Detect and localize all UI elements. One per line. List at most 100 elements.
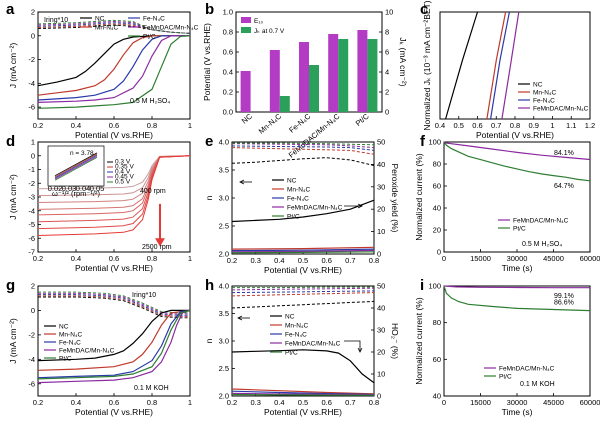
x-tick-label-h: 0.5	[298, 398, 308, 407]
disk-current-line-g	[37, 309, 191, 384]
right-tick-label-h: 30	[377, 326, 385, 335]
y-tick-label-g: 0	[31, 306, 35, 315]
y-tick-label-i: 80	[433, 318, 441, 327]
inset-x-axis-label-d: ω⁻¹/² (rpm⁻¹/²)	[52, 189, 100, 198]
legend-label-g: Pt/C	[59, 355, 72, 362]
y-tick-label-d: -6	[28, 234, 35, 243]
legend-label-e: Pt/C	[287, 213, 300, 220]
x-tick-label-e: 0.4	[274, 256, 284, 265]
y-tick-label-e: 2.0	[219, 250, 229, 259]
annotation-a: Iring*10	[44, 17, 68, 24]
x-axis-label-i: Time (s)	[502, 407, 533, 417]
y-tick-label-h: 3.0	[219, 337, 229, 346]
axis-arrowhead-left-e	[239, 179, 245, 185]
legend-label-e: Fe-N₄C	[287, 195, 309, 202]
electron-number-line-h	[231, 290, 375, 294]
inset-x-tick-label-d: 0.05	[90, 184, 105, 193]
y-tick-label-h: 2.5	[219, 364, 229, 373]
right-tick-label-e: 50	[377, 138, 385, 147]
y-tick-label-e: 4.0	[219, 138, 229, 147]
legend-label-b: E₁₀	[254, 18, 264, 25]
annotation-i: 99.1%	[554, 293, 574, 300]
x-tick-label-i: 30000	[507, 398, 528, 407]
legend-label-e: NC	[287, 177, 297, 184]
x-tick-label-c: 0.7	[491, 121, 501, 130]
annotation-f: 0.5 M H₂SO₄	[522, 241, 562, 248]
legend-label-a: Fe-N₄C	[143, 15, 165, 22]
legend-label-h: Pt/C	[285, 349, 298, 356]
x-tick-label-g: 0.4	[71, 398, 81, 407]
legend-label-b: Jₖ at 0.7 V	[254, 28, 285, 35]
right-axis-label-h: HO₂⁻ (%)	[390, 323, 400, 359]
right-tick-label-b: 0	[385, 108, 389, 117]
ring-current-line-a	[37, 22, 191, 34]
x-tick-label-g: 1	[188, 398, 192, 407]
x-tick-label-a: 0.8	[147, 121, 157, 130]
inset-x-tick-label-d: 0.02	[48, 184, 63, 193]
inset-kl-line-d	[54, 155, 98, 180]
electron-number-line-h	[232, 286, 374, 289]
annotation-f: 64.7%	[554, 183, 574, 190]
right-tick-label-e: 0	[377, 250, 381, 259]
x-tick-label-c: 1	[550, 121, 554, 130]
x-tick-label-a: 1	[188, 121, 192, 130]
x-tick-label-e: 0.2	[227, 256, 237, 265]
legend-label-g: Mn-N₄C	[59, 331, 83, 338]
panel-label-g: g	[6, 277, 15, 294]
y-tick-label-b: 0.6	[223, 48, 233, 57]
y-tick-label-g: 2	[31, 282, 35, 291]
hydroperoxide-yield-line-h	[231, 393, 375, 396]
right-tick-label-h: 40	[377, 304, 385, 313]
y-tick-label-d: -4	[28, 206, 35, 215]
y-tick-label-i: 60	[433, 355, 441, 364]
y-tick-label-g: -4	[28, 355, 35, 364]
x-tick-label-i: 0	[442, 398, 446, 407]
disk-current-line-a	[37, 35, 190, 101]
y-tick-label-d: -7	[28, 248, 35, 257]
lsv-rpm-line-d	[37, 155, 191, 236]
annotation-a: 0.5 M H₂SO₄	[130, 98, 170, 105]
x-tick-label-h: 0.8	[369, 398, 379, 407]
plot-frame-f	[443, 141, 591, 253]
right-axis-label-e: Peroxide yield (%)	[390, 164, 400, 233]
x-tick-label-d: 0.6	[109, 254, 119, 263]
y-tick-label-d: -5	[28, 220, 35, 229]
x-tick-label-e: 0.6	[321, 256, 331, 265]
category-label-b: Mn-N₄C	[257, 111, 284, 136]
annotation-g: Iring*10	[132, 292, 156, 299]
bar-jk	[279, 96, 290, 112]
y-tick-label-d: 0	[31, 151, 35, 160]
stability-line-f	[443, 141, 591, 161]
disk-current-line-a	[37, 35, 191, 109]
x-tick-label-g: 0.2	[33, 398, 43, 407]
x-axis-label-h: Potential (V vs.RHE)	[264, 407, 342, 417]
x-tick-label-g: 0.8	[147, 398, 157, 407]
annotation-g: 0.1 M KOH	[134, 385, 169, 392]
x-tick-label-e: 0.5	[298, 256, 308, 265]
x-tick-label-f: 60000	[580, 254, 600, 263]
y-tick-label-a: 2	[31, 8, 35, 17]
y-tick-label-e: 2.5	[219, 222, 229, 231]
bar-e10	[299, 42, 309, 112]
x-tick-label-c: 0.5	[454, 121, 464, 130]
y-tick-label-d: -3	[28, 193, 35, 202]
legend-label-g: NC	[59, 323, 69, 330]
panel-label-h: h	[205, 277, 214, 294]
panel-label-a: a	[6, 1, 15, 18]
right-tick-label-b: 10	[385, 8, 393, 17]
disk-current-line-g	[37, 309, 191, 380]
rpm-arrowhead-d	[155, 238, 165, 247]
inset-kl-line-d	[54, 157, 98, 181]
right-tick-label-b: 6	[385, 48, 389, 57]
y-tick-label-e: 3.0	[219, 194, 229, 203]
inset-kl-line-d	[54, 152, 98, 177]
y-tick-label-d: -1	[28, 165, 35, 174]
normalized-jk-line-c	[486, 11, 507, 120]
category-label-b: NC	[240, 111, 255, 125]
legend-label-f: Pt/C	[513, 225, 526, 232]
legend-label-g: FeMnDAC/Mn-N₄C	[59, 347, 115, 354]
y-tick-label-i: 100	[428, 282, 441, 291]
disk-current-line-g	[37, 309, 191, 379]
panel-label-i: i	[420, 277, 424, 294]
right-tick-label-h: 20	[377, 348, 385, 357]
